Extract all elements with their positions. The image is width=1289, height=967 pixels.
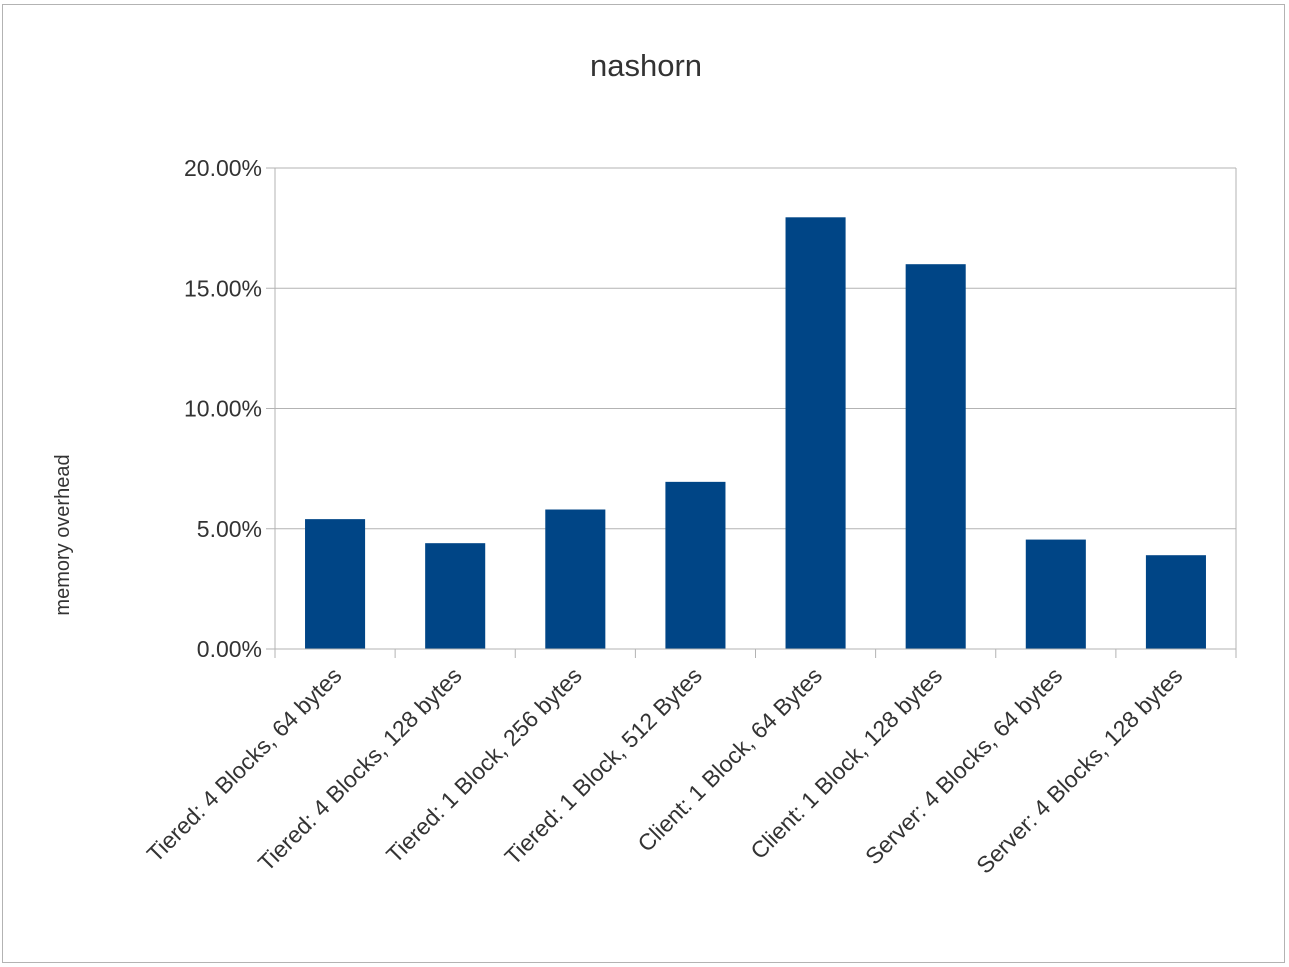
x-tick-label: Server: 4 Blocks, 64 bytes [860, 662, 1067, 869]
y-tick-label: 15.00% [184, 275, 262, 301]
bar [425, 543, 486, 649]
chart-title: nashorn [590, 48, 702, 83]
bar [1025, 539, 1086, 649]
x-tick-label: Tiered: 4 Blocks, 64 bytes [142, 662, 347, 867]
x-tick-label: Tiered: 1 Block, 512 Bytes [499, 662, 707, 870]
x-tick-label: Tiered: 1 Block, 256 bytes [381, 662, 587, 868]
bar [1145, 555, 1206, 649]
bars [305, 217, 1206, 650]
y-tick-labels: 0.00% 5.00% 10.00% 15.00% 20.00% [184, 155, 262, 662]
x-tick-label: Server: 4 Blocks, 128 bytes [971, 662, 1187, 878]
chart-frame [2, 4, 1285, 963]
y-tick-label: 0.00% [197, 636, 262, 662]
bar [305, 519, 366, 649]
gridlines [275, 167, 1236, 530]
y-tick-label: 5.00% [197, 516, 262, 542]
x-tick-label: Tiered: 4 Blocks, 128 bytes [253, 662, 467, 876]
axes [266, 167, 1237, 658]
y-tick-label: 10.00% [184, 396, 262, 422]
x-tick-label: Client: 1 Block, 128 bytes [745, 662, 947, 864]
y-tick-label: 20.00% [184, 155, 262, 181]
bar [785, 217, 846, 650]
bar [545, 509, 606, 649]
y-axis-title: memory overhead [52, 454, 74, 615]
bar [905, 264, 966, 649]
bar [665, 481, 726, 649]
